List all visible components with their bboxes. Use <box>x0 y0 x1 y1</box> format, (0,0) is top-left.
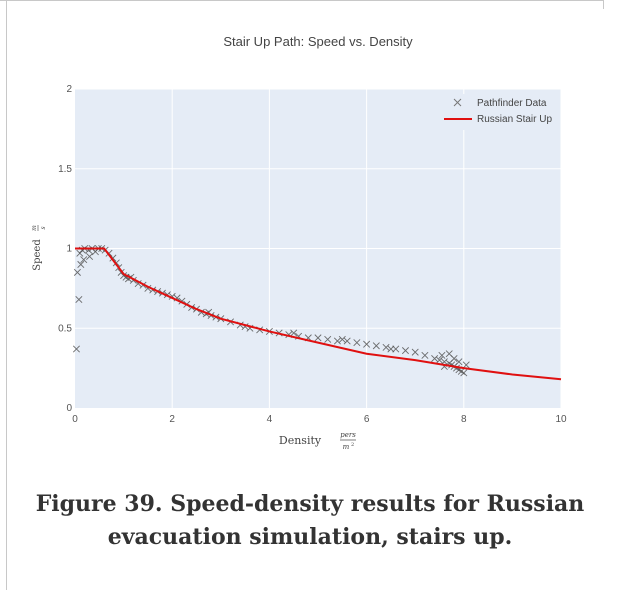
x-tick-label: 10 <box>555 414 567 425</box>
x-axis-unit-exponent: 2 <box>351 442 354 448</box>
y-axis-unit-denominator: s <box>40 226 47 229</box>
scatter-point <box>382 343 390 351</box>
scatter-point <box>314 334 322 342</box>
scatter-point <box>338 335 346 343</box>
y-axis-unit-numerator: m <box>31 225 38 231</box>
scatter-point <box>431 355 439 363</box>
legend-item-pathfinder-data: Pathfinder Data <box>453 98 547 109</box>
scatter-point <box>77 260 85 268</box>
y-tick-label: 1.5 <box>58 164 72 175</box>
legend-box <box>438 94 558 130</box>
page-right-rule <box>603 0 604 9</box>
page-left-rule <box>6 0 7 590</box>
x-tick-label: 4 <box>267 414 273 425</box>
russian-stair-up-line <box>75 247 562 381</box>
line-series <box>75 247 562 381</box>
axis-ticks: 0 2 4 6 8 10 0 0.5 1 1.5 2 <box>58 84 567 425</box>
grid-lines <box>75 88 562 408</box>
legend-label-pathfinder-data: Pathfinder Data <box>477 98 547 109</box>
y-tick-label: 0 <box>66 403 72 414</box>
x-axis-label-text: Density <box>279 434 322 447</box>
scatter-point <box>460 369 468 377</box>
x-tick-label: 0 <box>72 414 78 425</box>
legend-label-russian-stair-up: Russian Stair Up <box>477 114 552 125</box>
x-axis-unit-numerator: pers <box>340 431 356 439</box>
scatter-point <box>363 340 371 348</box>
scatter-point <box>372 342 380 350</box>
y-tick-label: 0.5 <box>58 323 72 334</box>
page-top-rule <box>0 0 603 9</box>
scatter-point <box>462 361 470 369</box>
legend-x-marker-icon <box>453 98 462 107</box>
scatter-point <box>324 335 332 343</box>
x-axis-label: Density pers m 2 <box>279 431 356 451</box>
y-tick-label: 2 <box>66 84 72 95</box>
legend-item-russian-stair-up: Russian Stair Up <box>444 114 552 125</box>
scatter-point <box>421 351 429 359</box>
scatter-point <box>80 256 88 264</box>
chart-title: Stair Up Path: Speed vs. Density <box>223 34 413 49</box>
x-tick-label: 6 <box>364 414 370 425</box>
y-axis-label-text: Speed <box>32 239 43 271</box>
y-tick-label: 1 <box>66 244 72 255</box>
scatter-point <box>343 337 351 345</box>
speed-density-chart: Stair Up Path: Speed vs. Density 0 2 4 6 8 10… <box>31 34 567 451</box>
x-axis-unit-denominator: m <box>343 443 350 451</box>
x-tick-label: 8 <box>461 414 467 425</box>
scatter-point <box>411 348 419 356</box>
scatter-point <box>353 339 361 347</box>
chart-legend: Pathfinder Data Russian Stair Up <box>438 94 558 130</box>
scatter-point <box>387 345 395 353</box>
x-tick-label: 2 <box>169 414 175 425</box>
scatter-point <box>75 296 83 304</box>
scatter-point <box>72 345 80 353</box>
scatter-point <box>86 252 94 260</box>
scatter-point <box>290 329 298 337</box>
scatter-point <box>73 268 81 276</box>
figure-caption: Figure 39. Speed-density results for Rus… <box>35 491 585 550</box>
y-axis-label: Speed m s <box>31 225 47 271</box>
scatter-point <box>333 337 341 345</box>
scatter-point <box>435 356 444 364</box>
scatter-point <box>401 347 409 355</box>
scatter-point <box>455 358 463 366</box>
scatter-point <box>450 355 458 363</box>
scatter-point <box>438 351 446 359</box>
